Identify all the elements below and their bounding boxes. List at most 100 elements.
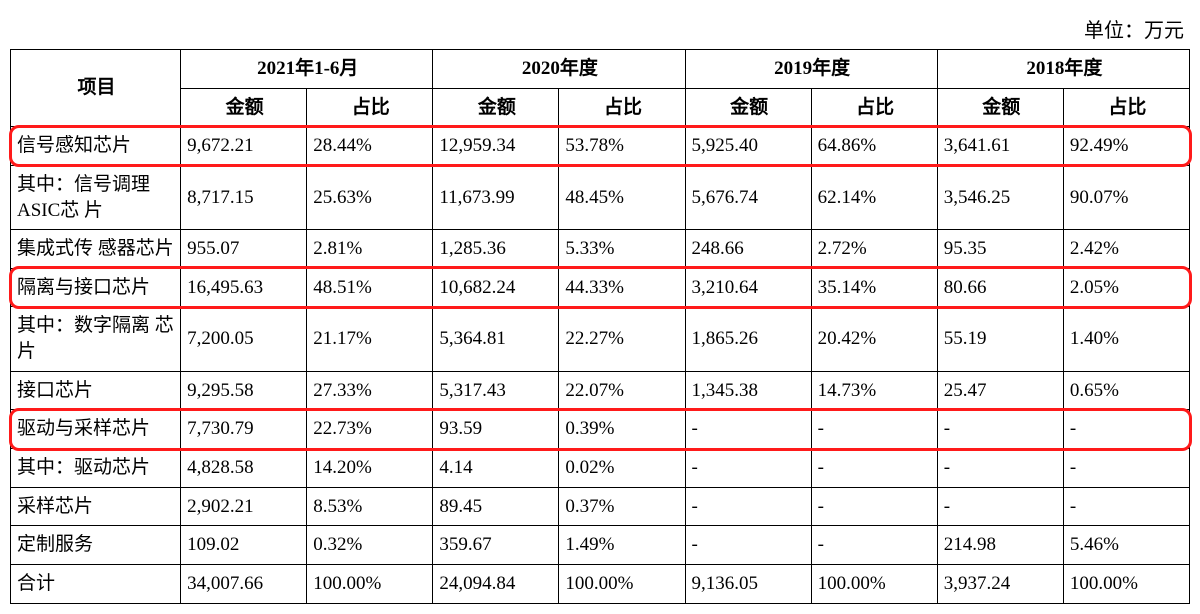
cell-ratio: 0.65% [1063,371,1189,410]
cell-amount: 3,937.24 [937,564,1063,603]
cell-amount: 80.66 [937,268,1063,307]
cell-amount: - [937,487,1063,526]
cell-ratio: 92.49% [1063,127,1189,166]
cell-ratio: - [811,526,937,565]
cell-amount: 3,641.61 [937,127,1063,166]
row-label: 采样芯片 [11,487,181,526]
subcol-ratio: 占比 [1063,88,1189,127]
cell-amount: 7,200.05 [181,307,307,371]
cell-ratio: 0.02% [559,449,685,488]
subcol-amount: 金额 [181,88,307,127]
cell-amount: 4.14 [433,449,559,488]
cell-ratio: 22.27% [559,307,685,371]
cell-ratio: 14.73% [811,371,937,410]
col-header-period-3: 2018年度 [937,50,1189,89]
row-label: 集成式传 感器芯片 [11,230,181,269]
cell-amount: 95.35 [937,230,1063,269]
cell-amount: - [685,526,811,565]
cell-ratio: 64.86% [811,127,937,166]
cell-ratio: 100.00% [307,564,433,603]
col-header-project: 项目 [11,50,181,127]
row-label: 定制服务 [11,526,181,565]
cell-amount: 89.45 [433,487,559,526]
row-label: 接口芯片 [11,371,181,410]
cell-amount: - [685,449,811,488]
cell-ratio: 1.49% [559,526,685,565]
cell-ratio: 14.20% [307,449,433,488]
cell-amount: 955.07 [181,230,307,269]
cell-amount: 34,007.66 [181,564,307,603]
cell-amount: 109.02 [181,526,307,565]
cell-ratio: 28.44% [307,127,433,166]
table-row: 其中：数字隔离 芯片7,200.0521.17%5,364.8122.27%1,… [11,307,1190,371]
cell-amount: - [685,487,811,526]
subcol-amount: 金额 [433,88,559,127]
cell-ratio: 1.40% [1063,307,1189,371]
cell-amount: 5,364.81 [433,307,559,371]
row-label: 其中：信号调理 ASIC芯 片 [11,165,181,229]
table-container: 项目 2021年1-6月 2020年度 2019年度 2018年度 金额 占比 … [10,49,1190,604]
subcol-ratio: 占比 [559,88,685,127]
table-row: 其中：信号调理 ASIC芯 片8,717.1525.63%11,673.9948… [11,165,1190,229]
row-label: 驱动与采样芯片 [11,410,181,449]
cell-ratio: 2.42% [1063,230,1189,269]
cell-amount: 9,295.58 [181,371,307,410]
cell-ratio: - [1063,449,1189,488]
cell-amount: 1,865.26 [685,307,811,371]
row-label: 其中：数字隔离 芯片 [11,307,181,371]
cell-ratio: 0.32% [307,526,433,565]
cell-ratio: 0.39% [559,410,685,449]
table-row: 定制服务109.020.32%359.671.49%--214.985.46% [11,526,1190,565]
cell-amount: 11,673.99 [433,165,559,229]
cell-ratio: 62.14% [811,165,937,229]
row-label: 信号感知芯片 [11,127,181,166]
cell-ratio: 53.78% [559,127,685,166]
cell-ratio: 48.51% [307,268,433,307]
cell-ratio: 100.00% [559,564,685,603]
cell-amount: 16,495.63 [181,268,307,307]
cell-ratio: 21.17% [307,307,433,371]
table-row: 接口芯片9,295.5827.33%5,317.4322.07%1,345.38… [11,371,1190,410]
cell-amount: 93.59 [433,410,559,449]
cell-amount: 9,672.21 [181,127,307,166]
cell-amount: - [937,410,1063,449]
col-header-period-2: 2019年度 [685,50,937,89]
cell-ratio: 22.73% [307,410,433,449]
cell-ratio: 25.63% [307,165,433,229]
subcol-ratio: 占比 [811,88,937,127]
cell-ratio: - [1063,487,1189,526]
row-label: 其中：驱动芯片 [11,449,181,488]
cell-ratio: 35.14% [811,268,937,307]
cell-amount: 3,546.25 [937,165,1063,229]
table-row: 合计34,007.66100.00%24,094.84100.00%9,136.… [11,564,1190,603]
cell-amount: 4,828.58 [181,449,307,488]
cell-ratio: - [811,410,937,449]
cell-ratio: 2.81% [307,230,433,269]
table-row: 信号感知芯片9,672.2128.44%12,959.3453.78%5,925… [11,127,1190,166]
table-body: 信号感知芯片9,672.2128.44%12,959.3453.78%5,925… [11,127,1190,603]
table-row: 采样芯片2,902.218.53%89.450.37%---- [11,487,1190,526]
row-label: 隔离与接口芯片 [11,268,181,307]
cell-ratio: - [811,449,937,488]
cell-ratio: 27.33% [307,371,433,410]
cell-ratio: 20.42% [811,307,937,371]
cell-ratio: 0.37% [559,487,685,526]
cell-amount: 55.19 [937,307,1063,371]
cell-amount: - [937,449,1063,488]
cell-ratio: 22.07% [559,371,685,410]
cell-amount: 2,902.21 [181,487,307,526]
cell-amount: 5,317.43 [433,371,559,410]
subcol-amount: 金额 [685,88,811,127]
cell-amount: 7,730.79 [181,410,307,449]
row-label: 合计 [11,564,181,603]
cell-ratio: 5.46% [1063,526,1189,565]
cell-amount: 214.98 [937,526,1063,565]
cell-amount: - [685,410,811,449]
cell-ratio: 8.53% [307,487,433,526]
cell-ratio: 90.07% [1063,165,1189,229]
cell-ratio: 2.72% [811,230,937,269]
cell-ratio: 44.33% [559,268,685,307]
cell-amount: 3,210.64 [685,268,811,307]
cell-ratio: - [1063,410,1189,449]
cell-amount: 5,925.40 [685,127,811,166]
